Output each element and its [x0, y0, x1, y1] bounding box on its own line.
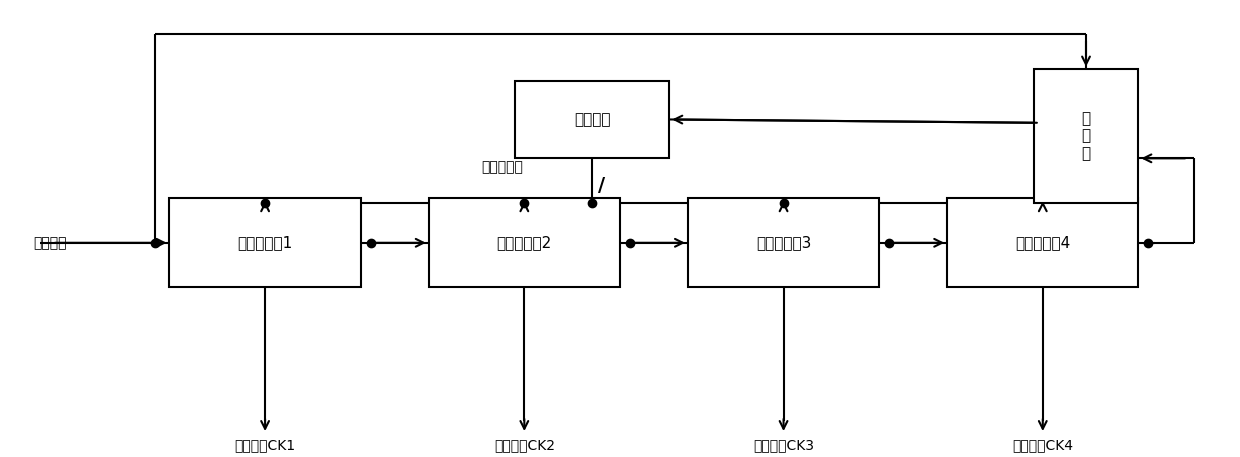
Text: 鉴
相
器: 鉴 相 器: [1081, 111, 1090, 161]
Text: 控制电路: 控制电路: [574, 112, 610, 127]
Text: 数控延迟链2: 数控延迟链2: [497, 235, 552, 250]
Bar: [515, 80, 670, 158]
Bar: [947, 198, 1138, 287]
Bar: [170, 198, 361, 287]
Text: 输入时钟: 输入时钟: [33, 236, 67, 250]
Text: 输出时钟CK2: 输出时钟CK2: [494, 438, 554, 452]
Text: 数控延迟链1: 数控延迟链1: [238, 235, 293, 250]
Text: 数控延迟链3: 数控延迟链3: [756, 235, 811, 250]
Text: 输出时钟CK3: 输出时钟CK3: [753, 438, 815, 452]
Text: 数控延迟链4: 数控延迟链4: [1016, 235, 1070, 250]
Bar: [688, 198, 879, 287]
Text: 延迟控制码: 延迟控制码: [481, 160, 523, 174]
Bar: [1033, 69, 1138, 203]
Bar: [429, 198, 620, 287]
Text: 输出时钟CK1: 输出时钟CK1: [234, 438, 295, 452]
Text: /: /: [599, 175, 605, 195]
Text: 输出时钟CK4: 输出时钟CK4: [1012, 438, 1074, 452]
